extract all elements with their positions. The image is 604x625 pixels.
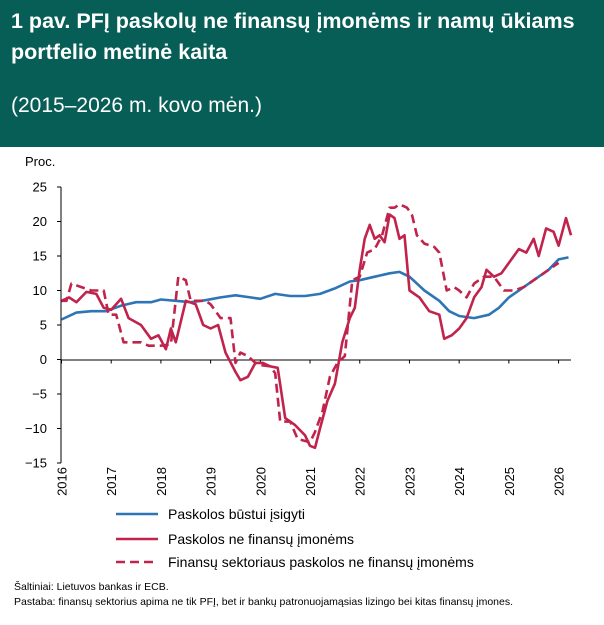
x-tick-label: 2017 bbox=[104, 467, 119, 496]
x-tick-label: 2025 bbox=[502, 467, 517, 496]
x-tick-label: 2024 bbox=[452, 467, 467, 496]
sources-note: Šaltiniai: Lietuvos bankas ir ECB. bbox=[14, 581, 169, 593]
y-tick-label: 10 bbox=[33, 283, 47, 298]
x-tick-label: 2020 bbox=[253, 467, 268, 496]
remark-note: Pastaba: finansų sektorius apima ne tik … bbox=[14, 596, 514, 608]
y-tick-label: 5 bbox=[40, 318, 47, 333]
series-line-housing-loans bbox=[60, 256, 569, 321]
series-line-nfc-loans bbox=[60, 213, 573, 450]
legend: Paskolos būstui įsigyti Paskolos ne finan… bbox=[116, 506, 474, 570]
x-tick-label: 2016 bbox=[54, 467, 69, 496]
y-tick-label: −10 bbox=[25, 421, 47, 436]
legend-label: Paskolos ne finansų įmonėms bbox=[168, 531, 354, 547]
chart-title: 1 pav. PFĮ paskolų ne finansų įmonėms ir… bbox=[11, 9, 575, 64]
legend-label: Paskolos būstui įsigyti bbox=[168, 506, 305, 522]
header-banner: 1 pav. PFĮ paskolų ne finansų įmonėms ir… bbox=[0, 0, 604, 147]
y-tick-label: −5 bbox=[32, 387, 47, 402]
series-lines bbox=[60, 203, 573, 450]
y-tick-label: −15 bbox=[25, 456, 47, 471]
x-tick-label: 2022 bbox=[353, 467, 368, 496]
series-line-financial-sector-nfc-loans bbox=[61, 203, 560, 444]
x-tick-label: 2023 bbox=[402, 467, 417, 496]
chart-notes: Šaltiniai: Lietuvos bankas ir ECB. Pasta… bbox=[14, 580, 513, 610]
y-axis-label: Proc. bbox=[25, 154, 55, 169]
x-tick-label: 2021 bbox=[303, 467, 318, 496]
y-tick-label: 25 bbox=[33, 180, 47, 195]
y-tick-label: 15 bbox=[33, 249, 47, 264]
x-tick-label: 2026 bbox=[552, 467, 567, 496]
y-tick-label: 20 bbox=[33, 214, 47, 229]
x-tick-label: 2018 bbox=[154, 467, 169, 496]
x-axis-ticks: 2016 2017 2018 2019 2020 2021 2022 2023 2024 2025… bbox=[54, 359, 567, 496]
x-tick-label: 2019 bbox=[204, 467, 219, 496]
y-tick-label: 0 bbox=[40, 352, 47, 367]
legend-label: Finansų sektoriaus paskolos ne finansų į… bbox=[168, 554, 474, 570]
y-axis-ticks: 25 20 15 10 5 0 −5 −10 −15 bbox=[25, 180, 61, 471]
chart-subtitle: (2015–2026 m. kovo mėn.) bbox=[11, 94, 262, 117]
